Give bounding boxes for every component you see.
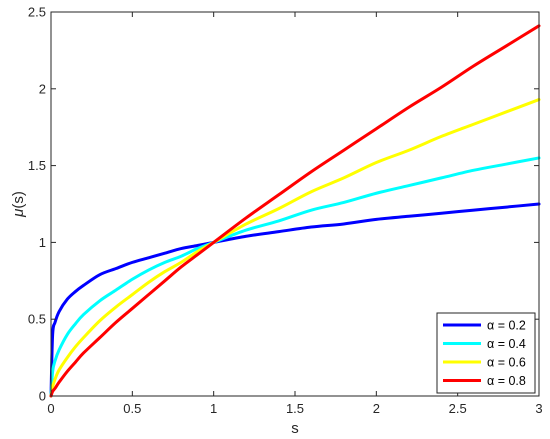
x-tick-label: 3 <box>535 401 542 416</box>
x-axis: 0 0.5 1 1.5 2 2.5 3 <box>47 12 543 416</box>
legend: α = 0.2 α = 0.4 α = 0.6 α = 0.8 <box>436 312 536 394</box>
x-axis-label: s <box>291 420 299 437</box>
series-lines-layer <box>49 24 541 398</box>
series-line-1 <box>49 202 541 398</box>
y-tick-label: 1.5 <box>28 158 46 173</box>
series-line-2 <box>49 156 541 398</box>
legend-label-4: α = 0.8 <box>487 374 526 388</box>
x-tick-label: 0.5 <box>123 401 141 416</box>
y-tick-label: 2.5 <box>28 5 46 20</box>
y-axis: 0 0.5 1 1.5 2 2.5 <box>28 5 539 404</box>
series-line-3 <box>49 98 541 398</box>
y-axis-label-suffix: (s) <box>10 191 27 209</box>
y-axis-label: μ(s) <box>10 191 27 218</box>
y-axis-label-symbol: μ <box>10 209 27 218</box>
series-line-4 <box>49 24 541 398</box>
x-tick-label: 2.5 <box>449 401 467 416</box>
legend-label-2: α = 0.4 <box>487 337 526 351</box>
x-tick-label: 1.5 <box>286 401 304 416</box>
x-tick-label: 1 <box>210 401 217 416</box>
y-tick-label: 1 <box>39 235 46 250</box>
legend-label-3: α = 0.6 <box>487 356 526 370</box>
y-tick-label: 0 <box>39 389 46 404</box>
y-tick-label: 0.5 <box>28 312 46 327</box>
y-tick-label: 2 <box>39 81 46 96</box>
x-tick-label: 0 <box>47 401 54 416</box>
legend-label-1: α = 0.2 <box>487 319 526 333</box>
x-tick-label: 2 <box>373 401 380 416</box>
